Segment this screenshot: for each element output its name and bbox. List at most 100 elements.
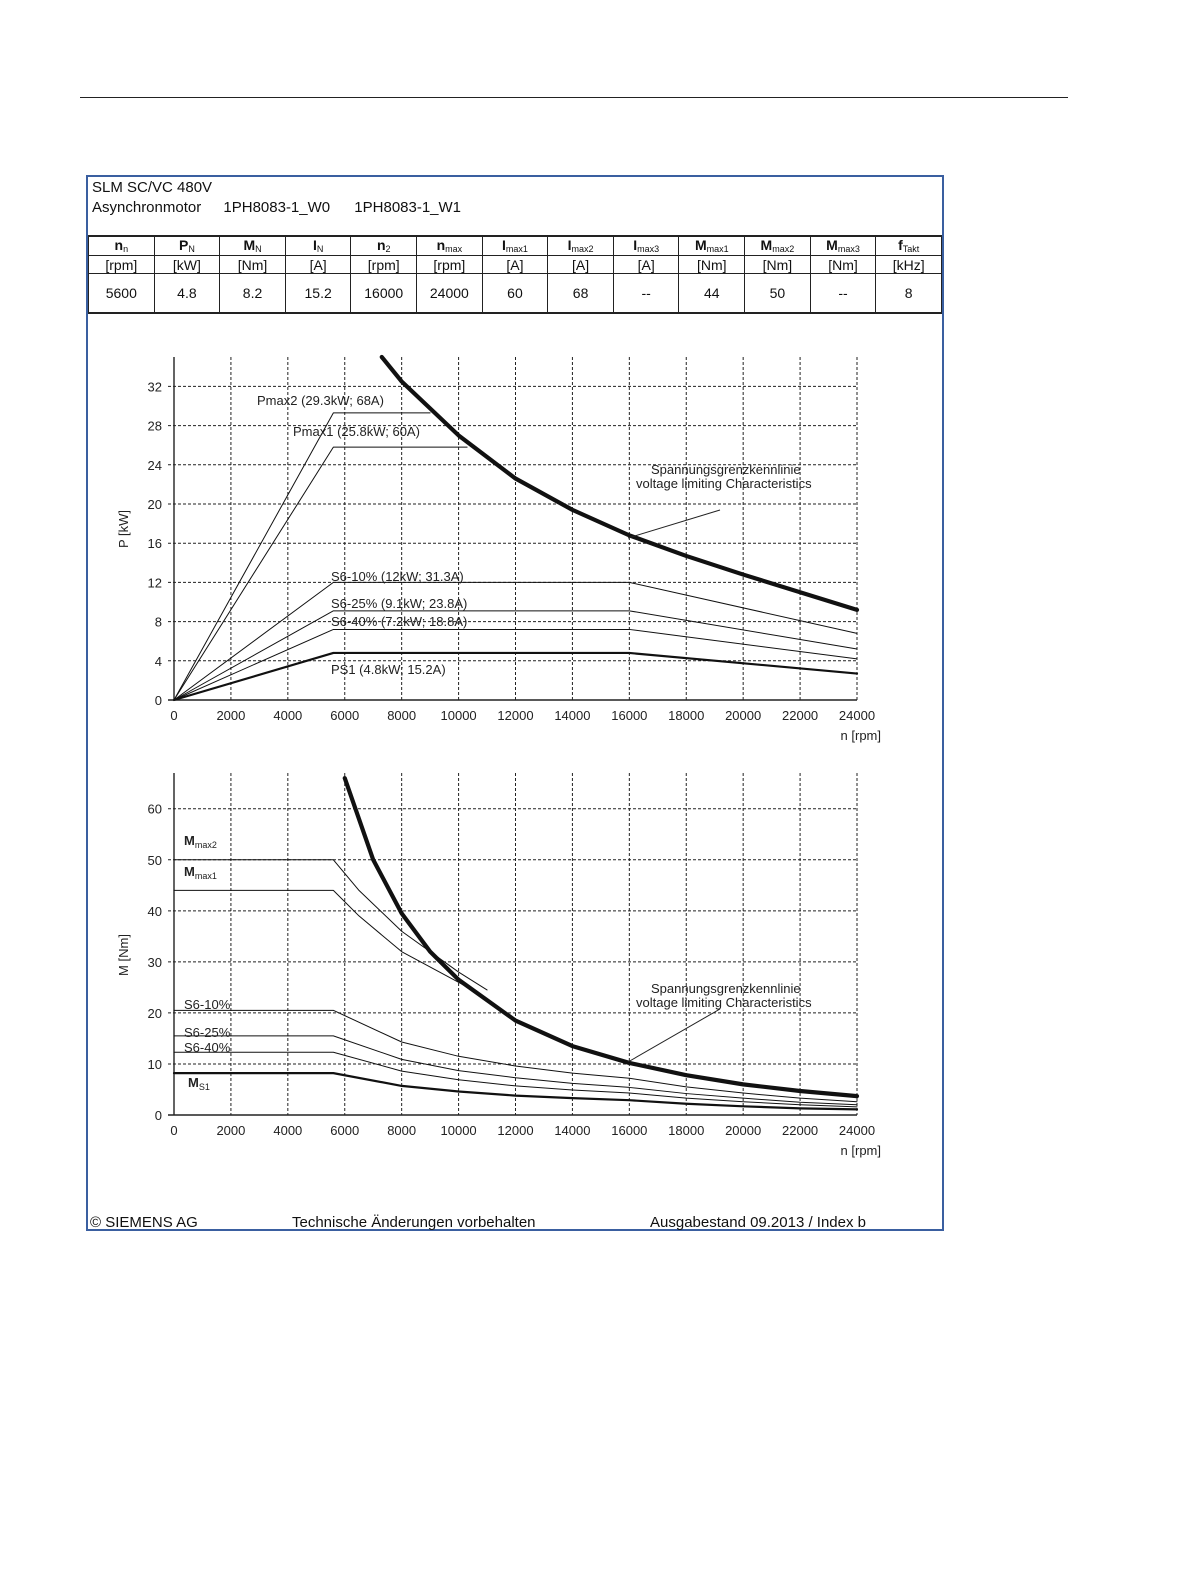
annotation-label: S6-25%: [184, 1025, 231, 1040]
series-line: [379, 354, 860, 612]
x-tick-label: 10000: [441, 708, 477, 723]
x-tick-label: 22000: [782, 1123, 818, 1138]
annotation-text: S6-10% (12kW; 31.3A): [331, 569, 464, 584]
spec-unit-cell: [A]: [612, 255, 680, 274]
y-tick-label: 24: [148, 458, 162, 473]
spec-symbol-subscript: max: [445, 244, 463, 254]
x-tick-label: 8000: [387, 1123, 416, 1138]
spec-value-cell: --: [612, 273, 680, 314]
annotation-label: S6-10% (12kW; 31.3A): [331, 569, 464, 584]
spec-symbol-subscript: max1: [706, 244, 729, 254]
spec-symbol-subscript: N: [255, 244, 262, 254]
annotation-label: S6-10%: [184, 997, 231, 1012]
spec-value-cell: 24000: [416, 273, 483, 314]
annotation-label: Pmax1 (25.8kW; 60A): [293, 424, 420, 439]
x-axis-label: n [rpm]: [841, 728, 881, 743]
annotation-subscript: max1: [195, 871, 217, 881]
y-tick-label: 16: [148, 536, 162, 551]
spec-symbol: n: [376, 237, 386, 253]
annotation-text: M: [184, 833, 195, 848]
series-line: [173, 628, 858, 701]
annotation-text: voltage limiting Characteristics: [636, 995, 812, 1010]
spec-value-cell: 4.8: [153, 273, 221, 314]
x-tick-label: 4000: [273, 708, 302, 723]
y-axis-label: P [kW]: [116, 510, 131, 548]
y-tick-label: 8: [155, 615, 162, 630]
y-axis-label: M [Nm]: [116, 934, 131, 976]
series-line: [173, 581, 858, 701]
spec-unit-cell: [A]: [481, 255, 549, 274]
x-tick-label: 6000: [330, 708, 359, 723]
spec-symbol-subscript: Takt: [902, 244, 920, 254]
annotation-text: voltage limiting Characteristics: [636, 476, 812, 491]
x-tick-label: 20000: [725, 708, 761, 723]
x-tick-label: 0: [170, 1123, 177, 1138]
annotation-label: S6-40% (7.2kW; 18.8A): [331, 614, 467, 629]
spec-value-cell: 5600: [88, 273, 155, 314]
footer-copyright: © SIEMENS AG: [90, 1214, 198, 1231]
spec-unit-cell: [A]: [547, 255, 614, 274]
series-line: [173, 1009, 858, 1103]
spec-symbol-subscript: max3: [837, 244, 860, 254]
annotation-label: voltage limiting Characteristics: [636, 995, 812, 1010]
spec-unit-cell: [Nm]: [678, 255, 746, 274]
spec-unit-cell: [rpm]: [88, 255, 155, 274]
y-tick-label: 20: [148, 497, 162, 512]
spec-value-cell: 44: [678, 273, 746, 314]
spec-symbol: n: [114, 237, 124, 253]
spec-symbol: n: [436, 237, 446, 253]
datasheet-frame: SLM SC/VC 480V Asynchronmotor 1PH8083-1_…: [86, 175, 944, 1231]
y-tick-label: 10: [148, 1057, 162, 1072]
spec-symbol: I: [633, 237, 638, 253]
x-tick-label: 16000: [611, 1123, 647, 1138]
annotation-text: M: [184, 864, 195, 879]
header-line-1: SLM SC/VC 480V: [92, 179, 213, 196]
footer-edition: Ausgabestand 09.2013 / Index b: [650, 1214, 867, 1231]
spec-unit-cell: [A]: [284, 255, 352, 274]
spec-value-cell: 16000: [350, 273, 418, 314]
y-tick-label: 32: [148, 379, 162, 394]
y-tick-label: 50: [148, 853, 162, 868]
series-line: [342, 776, 860, 1099]
annotation-text: S6-25%: [184, 1025, 231, 1040]
annotation-text: Spannungsgrenzkennlinie: [651, 462, 801, 477]
model-w1: 1PH8083-1_W1: [354, 199, 462, 216]
spec-value-cell: 8: [875, 273, 942, 314]
spec-table: nn PN MN IN n2 nmax Imax1 Imax2 Imax3 Mmax1 Mmax2 M…: [88, 235, 942, 314]
spec-unit-cell: [Nm]: [744, 255, 811, 274]
y-tick-label: 30: [148, 955, 162, 970]
spec-value-cell: 60: [481, 273, 549, 314]
spec-symbol-row: nn PN MN IN n2 nmax Imax1 Imax2 Imax3 Mmax1 Mmax2 M…: [88, 235, 942, 256]
spec-symbol: M: [826, 237, 838, 253]
annotation-label: voltage limiting Characteristics: [636, 476, 812, 491]
series-line: [172, 651, 859, 702]
header-line-2: Asynchronmotor 1PH8083-1_W0 1PH8083-1_W1: [92, 199, 461, 217]
spec-symbol-subscript: n: [123, 244, 129, 254]
spec-value-row: 5600 4.8 8.2 15.2 16000 24000 60 68 -- 44 50 -- 8: [88, 273, 942, 314]
y-tick-label: 60: [148, 802, 162, 817]
x-tick-label: 18000: [668, 708, 704, 723]
y-tick-label: 12: [148, 575, 162, 590]
charts-canvas: 0 2000 4000 6000 8000 10000 12000 14000 16000 180…: [116, 354, 881, 1158]
spec-symbol-subscript: 2: [385, 244, 391, 254]
spec-value-cell: 50: [744, 273, 811, 314]
annotation-text: S6-25% (9.1kW; 23.8A): [331, 596, 467, 611]
x-tick-label: 14000: [554, 1123, 590, 1138]
annotation-label: Pmax2 (29.3kW; 68A): [257, 393, 384, 408]
spec-unit-cell: [Nm]: [809, 255, 877, 274]
x-tick-label: 14000: [554, 708, 590, 723]
spec-value-cell: 8.2: [219, 273, 286, 314]
x-tick-label: 22000: [782, 708, 818, 723]
y-tick-label: 0: [155, 1108, 162, 1123]
annotation-text: Pmax1 (25.8kW; 60A): [293, 424, 420, 439]
x-axis-label: n [rpm]: [841, 1143, 881, 1158]
x-tick-label: 16000: [611, 708, 647, 723]
spec-value-cell: --: [809, 273, 877, 314]
x-tick-label: 0: [170, 708, 177, 723]
sheet-footer: © SIEMENS AG Technische Änderungen vorbe…: [88, 1213, 942, 1231]
annotation-leader-line: [627, 509, 721, 539]
annotation-text: S6-40% (7.2kW; 18.8A): [331, 614, 467, 629]
series-line: [173, 412, 431, 701]
annotation-label: MS1: [188, 1075, 210, 1092]
spec-symbol: M: [243, 237, 256, 253]
